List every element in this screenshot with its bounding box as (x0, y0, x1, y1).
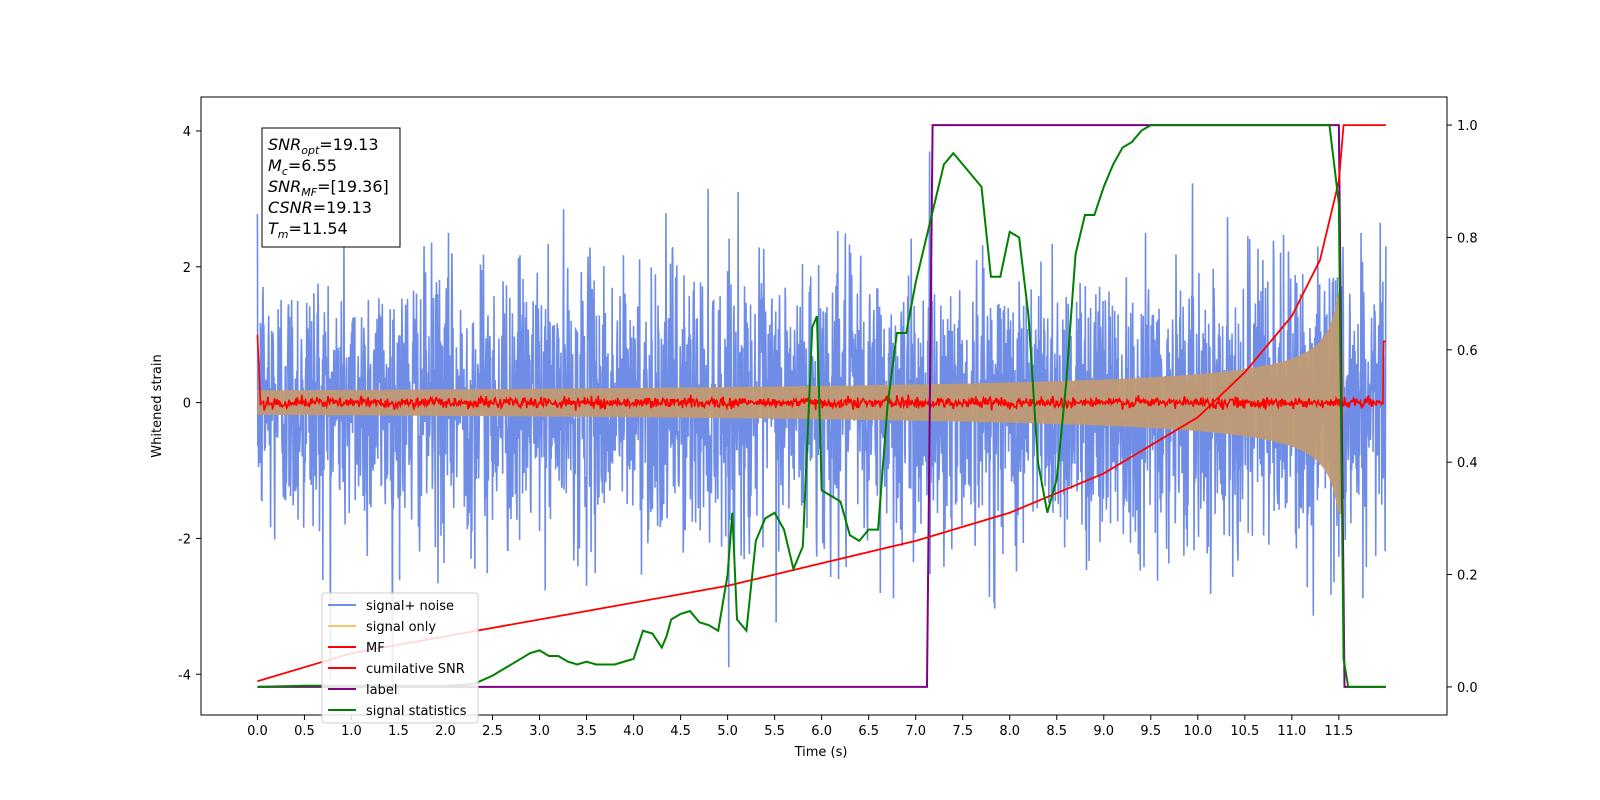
legend-entry: cumilative SNR (366, 662, 465, 677)
y-axis-left: -4 -2 0 2 4 (178, 125, 201, 683)
info-line: CSNR=19.13 (268, 198, 372, 217)
plot-frame (200, 96, 1448, 716)
x-tick-label: 5.5 (764, 724, 785, 739)
x-tick-label: 3.0 (529, 724, 550, 739)
x-tick-label: 4.0 (623, 724, 644, 739)
x-tick-label: 0.0 (247, 724, 268, 739)
y2-tick-label: 0.2 (1457, 569, 1478, 584)
x-tick-label: 9.5 (1140, 724, 1161, 739)
info-line: SNRopt=19.13 (268, 135, 379, 157)
y2-tick-label: 0.6 (1457, 344, 1478, 359)
plot-area (200, 96, 1448, 716)
y-tick-label: -4 (178, 668, 191, 683)
x-tick-label: 4.5 (670, 724, 691, 739)
x-tick-label: 5.0 (717, 724, 738, 739)
legend-entry: signal+ noise (366, 599, 454, 614)
series-mf-line (256, 334, 1386, 412)
y-tick-label: 0 (183, 397, 191, 412)
legend-frame (321, 592, 479, 724)
series-signal-statistics-line (257, 124, 1386, 688)
x-tick-label: 6.5 (858, 724, 879, 739)
y-tick-label: -2 (178, 532, 191, 547)
x-tick-label: 6.0 (811, 724, 832, 739)
x-tick-label: 10.5 (1230, 724, 1259, 739)
x-tick-label: 3.5 (576, 724, 597, 739)
info-box: SNRopt=19.13Mc=6.55SNRMF=[19.36]CSNR=19.… (261, 127, 401, 248)
y-tick-label: 4 (183, 125, 191, 140)
info-line: Tm=11.54 (268, 219, 348, 241)
info-line: SNRMF=[19.36] (268, 177, 389, 199)
x-tick-label: 11.0 (1277, 724, 1306, 739)
series-layer (256, 124, 1387, 695)
legend-entry: label (366, 683, 397, 698)
x-tick-label: 9.0 (1093, 724, 1114, 739)
x-tick-label: 2.5 (482, 724, 503, 739)
legend-entry: MF (366, 641, 385, 656)
y2-tick-label: 0.8 (1457, 231, 1478, 246)
x-tick-label: 1.0 (341, 724, 362, 739)
x-axis: 0.0 0.5 1.0 1.5 2.0 2.5 3.0 3.5 4.0 4.5 5.0 5.5 6.0 6… (247, 715, 1353, 739)
x-tick-label: 0.5 (294, 724, 315, 739)
info-line: Mc=6.55 (268, 156, 337, 178)
legend-entry: signal only (366, 620, 436, 635)
y-tick-label: 2 (183, 261, 191, 276)
legend-entry: signal statistics (366, 704, 467, 719)
x-tick-label: 7.5 (952, 724, 973, 739)
x-tick-label: 11.5 (1324, 724, 1353, 739)
x-tick-label: 2.0 (435, 724, 456, 739)
legend: signal+ noise signal only MF cumilative SNR… (321, 592, 479, 724)
y2-tick-label: 1.0 (1457, 119, 1478, 134)
y-axis-label: Whitened strain (150, 354, 165, 457)
y2-tick-label: 0.4 (1457, 456, 1478, 471)
x-tick-label: 8.0 (999, 724, 1020, 739)
x-tick-label: 8.5 (1046, 724, 1067, 739)
x-tick-label: 10.0 (1183, 724, 1212, 739)
series-cumulative-snr-line (257, 124, 1386, 683)
y-axis-right: 0.0 0.2 0.4 0.6 0.8 1.0 (1447, 119, 1478, 696)
x-tick-label: 1.5 (388, 724, 409, 739)
x-axis-label: Time (s) (794, 745, 848, 760)
info-box-frame (261, 127, 401, 248)
x-tick-label: 7.0 (905, 724, 926, 739)
y2-tick-label: 0.0 (1457, 681, 1478, 696)
